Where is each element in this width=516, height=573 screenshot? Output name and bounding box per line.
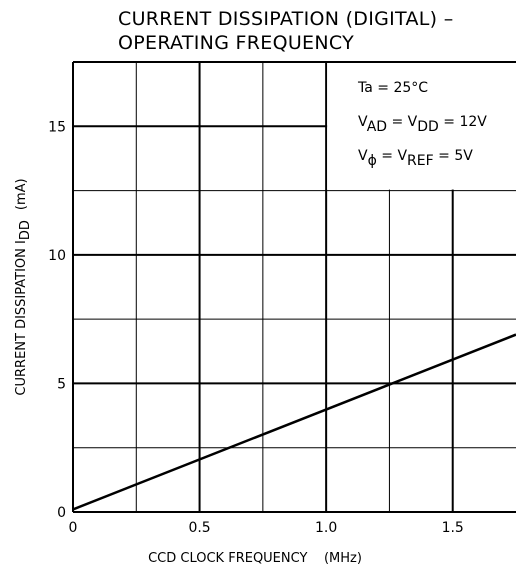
y-tick-label: 5	[57, 376, 66, 392]
y-tick-label: 0	[57, 505, 66, 521]
annotation-part: = 12V	[439, 114, 487, 130]
annotation-subscript: ϕ	[368, 153, 377, 169]
annotation-part: = 5V	[434, 148, 474, 164]
annotation-part: = V	[377, 148, 408, 164]
x-axis-label: CCD CLOCK FREQUENCY (MHz)	[148, 551, 362, 566]
y-tick-label: 15	[48, 119, 66, 135]
y-axis-label-unit: (mA)	[14, 178, 29, 210]
y-axis-label-main: CURRENT DISSIPATION I	[14, 240, 29, 395]
y-tick-label: 10	[48, 248, 66, 264]
chart-title-line: CURRENT DISSIPATION (DIGITAL) –	[118, 8, 454, 30]
y-axis-label-subscript: DD	[18, 220, 33, 240]
annotation-part: V	[358, 114, 368, 130]
x-tick-label: 1.5	[442, 520, 464, 536]
x-tick-label: 1.0	[315, 520, 337, 536]
annotation-text: Vϕ = VREF = 5V	[358, 148, 473, 169]
annotation-part: = V	[387, 114, 418, 130]
series-line	[72, 333, 516, 511]
annotation-box	[327, 62, 516, 190]
annotation-text: Ta = 25°C	[357, 80, 428, 96]
annotation-subscript: DD	[417, 119, 439, 135]
x-tick-label: 0	[69, 520, 78, 536]
chart-title-line: OPERATING FREQUENCY	[118, 32, 354, 54]
annotation-subscript: AD	[367, 119, 387, 135]
annotation-part: V	[358, 148, 368, 164]
annotation-text: VAD = VDD = 12V	[358, 114, 487, 135]
y-axis-label: CURRENT DISSIPATION IDD (mA)	[14, 178, 33, 395]
annotation-subscript: REF	[407, 153, 434, 169]
x-tick-label: 0.5	[188, 520, 210, 536]
annotation-part: Ta = 25°C	[357, 80, 428, 96]
